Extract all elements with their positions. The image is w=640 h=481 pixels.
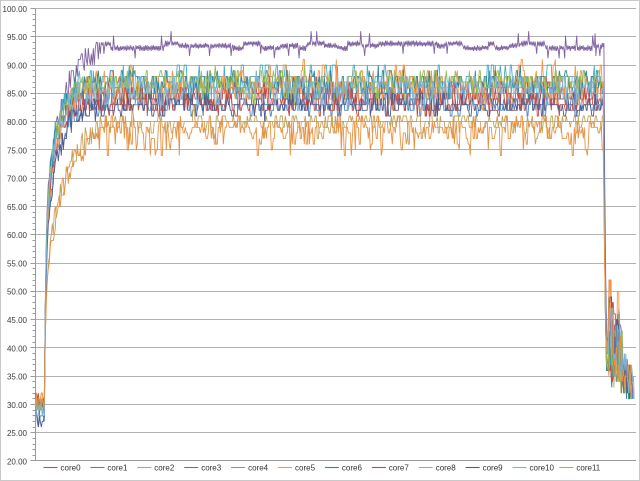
- svg-text:45.00: 45.00: [7, 316, 28, 325]
- svg-text:60.00: 60.00: [7, 231, 28, 240]
- svg-text:100.00: 100.00: [3, 5, 28, 14]
- svg-text:20.00: 20.00: [7, 457, 28, 466]
- svg-text:core9: core9: [483, 464, 504, 473]
- svg-text:95.00: 95.00: [7, 33, 28, 42]
- svg-text:50.00: 50.00: [7, 288, 28, 297]
- svg-text:core3: core3: [201, 464, 222, 473]
- svg-text:55.00: 55.00: [7, 259, 28, 268]
- svg-text:65.00: 65.00: [7, 203, 28, 212]
- svg-text:core10: core10: [530, 464, 555, 473]
- svg-text:core1: core1: [107, 464, 128, 473]
- svg-text:25.00: 25.00: [7, 429, 28, 438]
- svg-text:35.00: 35.00: [7, 373, 28, 382]
- svg-text:core0: core0: [61, 464, 82, 473]
- svg-text:40.00: 40.00: [7, 344, 28, 353]
- svg-text:core4: core4: [248, 464, 269, 473]
- svg-text:30.00: 30.00: [7, 401, 28, 410]
- svg-text:80.00: 80.00: [7, 118, 28, 127]
- svg-text:core11: core11: [576, 464, 600, 473]
- svg-text:core5: core5: [295, 464, 316, 473]
- svg-text:70.00: 70.00: [7, 175, 28, 184]
- svg-text:core7: core7: [389, 464, 410, 473]
- svg-text:75.00: 75.00: [7, 146, 28, 155]
- svg-text:90.00: 90.00: [7, 61, 28, 70]
- svg-text:core2: core2: [154, 464, 175, 473]
- svg-text:core6: core6: [342, 464, 363, 473]
- svg-text:85.00: 85.00: [7, 90, 28, 99]
- svg-text:core8: core8: [436, 464, 457, 473]
